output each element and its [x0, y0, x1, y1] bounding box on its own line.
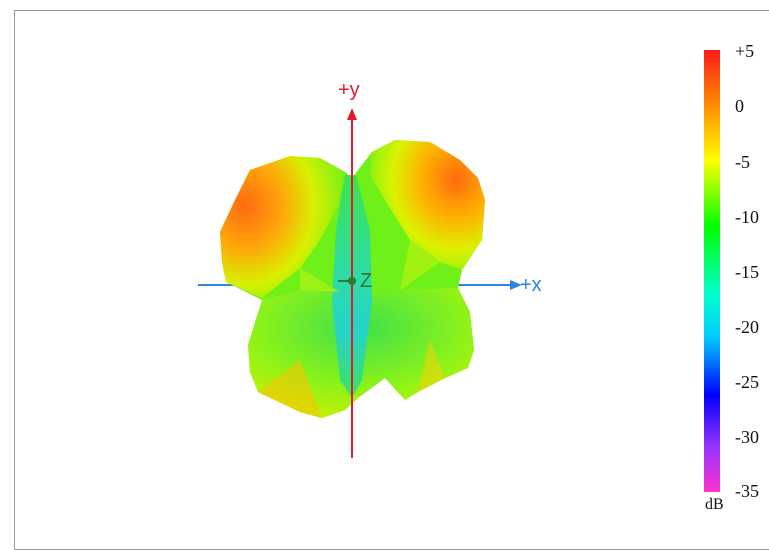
radiation-pattern-canvas: [198, 50, 720, 492]
colorbar-tick-label: -20: [735, 317, 759, 337]
colorbar-tick-label: -15: [735, 262, 759, 282]
colorbar-tick-label: -5: [735, 152, 750, 172]
z-axis-origin-dot: [348, 277, 356, 285]
pattern-facet: [300, 268, 340, 292]
z-axis-label: Z: [360, 270, 373, 292]
colorbar-tick-label: -35: [735, 481, 759, 501]
x-axis-label: +x: [520, 274, 542, 296]
colorbar-tick-label: -10: [735, 207, 759, 227]
colorbar-tick-label: 0: [735, 96, 744, 116]
colorbar: [704, 50, 720, 492]
pattern-facet: [258, 360, 322, 418]
y-axis-label: +y: [338, 79, 360, 101]
colorbar-tick-label: +5: [735, 41, 755, 61]
pattern-lobe-left: [220, 156, 345, 298]
pattern-facet: [418, 340, 445, 392]
colorbar-tick-label: -30: [735, 427, 759, 447]
y-axis-arrowhead: [347, 108, 357, 120]
pattern-lobe-right: [370, 140, 485, 270]
colorbar-unit-label: dB: [705, 496, 724, 513]
colorbar-tick-label: -25: [735, 372, 759, 392]
x-axis-arrowhead: [510, 280, 522, 290]
pattern-facet: [400, 240, 440, 290]
